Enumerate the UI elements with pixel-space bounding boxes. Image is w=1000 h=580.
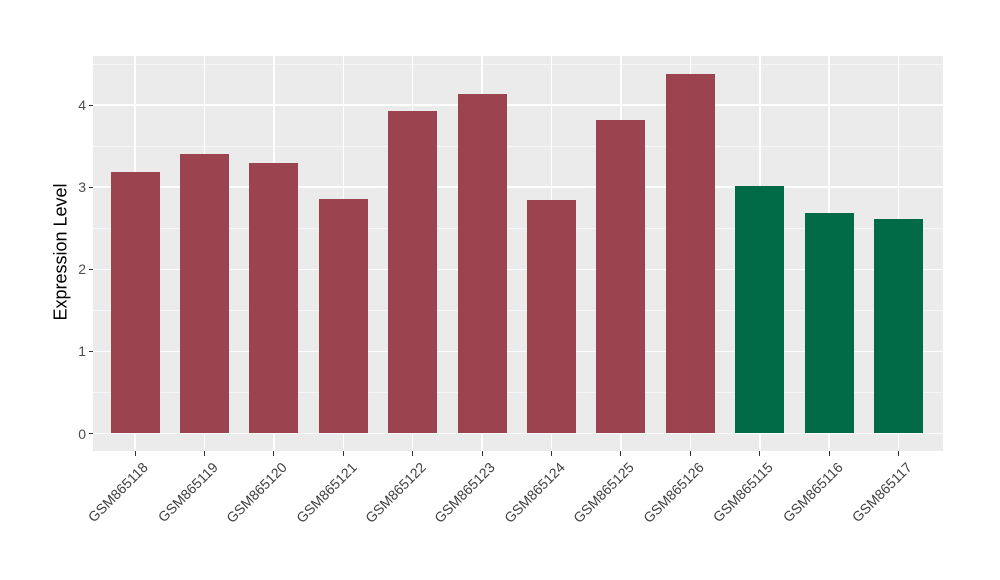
- gridline-major-horizontal: [93, 432, 943, 435]
- x-tick-label-text: GSM865123: [431, 459, 499, 526]
- y-tick-mark: [89, 186, 93, 188]
- x-tick-label-text: GSM865117: [848, 459, 915, 526]
- y-axis-title: Expression Level: [50, 183, 71, 321]
- x-tick-label-text: GSM865122: [362, 459, 429, 526]
- x-tick-mark: [551, 451, 553, 456]
- gridline-major-horizontal: [93, 268, 943, 271]
- gridline-major-horizontal: [93, 350, 943, 353]
- x-tick-label-text: GSM865118: [85, 459, 152, 526]
- gridline-major-horizontal: [93, 186, 943, 188]
- x-tick-mark: [412, 451, 414, 456]
- x-tick-mark: [759, 451, 761, 456]
- y-tick-mark: [89, 104, 93, 106]
- x-tick-label-text: GSM865124: [500, 459, 568, 526]
- gridline-minor-horizontal: [93, 391, 943, 393]
- bar-GSM865116: [804, 212, 854, 434]
- x-tick-label-text: GSM865116: [779, 459, 846, 526]
- x-tick-mark: [828, 451, 830, 456]
- x-tick-label-text: GSM865115: [709, 459, 777, 526]
- bar-GSM865122: [388, 110, 438, 434]
- x-tick-label-text: GSM865121: [292, 459, 360, 526]
- gridline-minor-horizontal: [93, 227, 943, 229]
- y-tick-label: 0: [78, 425, 86, 442]
- gridline-minor-horizontal: [93, 309, 943, 311]
- y-tick-label: 1: [78, 343, 86, 360]
- bar-GSM865126: [665, 73, 715, 434]
- bar-GSM865121: [318, 198, 368, 434]
- bar-GSM865117: [874, 219, 924, 434]
- y-tick-mark: [89, 268, 93, 270]
- gridline-minor-horizontal: [93, 145, 943, 147]
- x-tick-label-text: GSM865120: [223, 459, 291, 526]
- x-tick-mark: [620, 451, 622, 456]
- x-tick-mark: [134, 451, 136, 456]
- x-tick-mark: [689, 451, 691, 456]
- x-tick-label-text: GSM865119: [154, 459, 221, 526]
- bar-GSM865118: [110, 171, 160, 434]
- x-tick-mark: [342, 451, 344, 456]
- bar-GSM865123: [457, 94, 507, 434]
- y-tick-label: 2: [78, 261, 86, 278]
- bar-GSM865119: [179, 153, 229, 434]
- x-tick-mark: [273, 451, 275, 456]
- y-tick-mark: [89, 350, 93, 352]
- x-tick-mark: [898, 451, 900, 456]
- x-tick-label-text: GSM865125: [570, 459, 638, 526]
- x-tick-label-text: GSM865126: [639, 459, 707, 526]
- y-tick-label: 4: [78, 97, 86, 114]
- y-tick-mark: [89, 433, 93, 434]
- bar-GSM865120: [249, 162, 299, 434]
- gridline-major-horizontal: [93, 104, 943, 106]
- bar-GSM865124: [527, 200, 577, 434]
- x-tick-mark: [481, 451, 483, 456]
- bar-GSM865125: [596, 119, 646, 434]
- bar-GSM865115: [735, 185, 785, 434]
- x-tick-mark: [203, 451, 205, 456]
- y-tick-label: 3: [78, 179, 86, 196]
- gridline-minor-horizontal: [93, 63, 943, 65]
- plot-panel: [93, 56, 943, 451]
